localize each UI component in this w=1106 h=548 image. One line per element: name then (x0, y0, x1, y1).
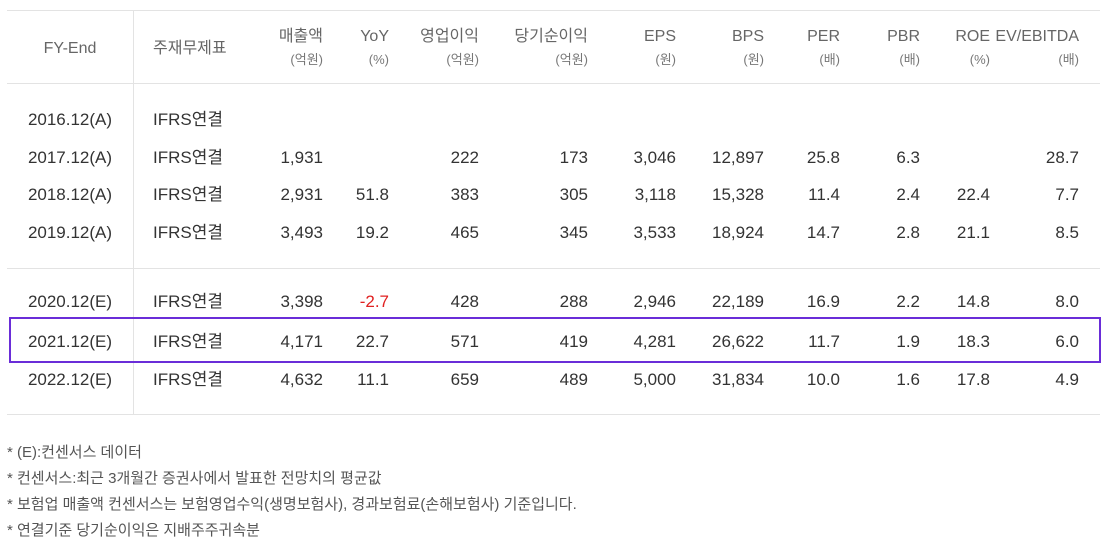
cell-ev-ebitda: 4.9 (1055, 370, 1079, 389)
cell-net-income: 288 (559, 292, 588, 311)
cell-pbr: 2.4 (896, 185, 920, 204)
cell-statement: IFRS연결 (153, 110, 224, 129)
cell-bps: 15,328 (712, 185, 764, 204)
footnotes: * (E):컨센서스 데이터 * 컨센서스:최근 3개월간 증권사에서 발표한 … (7, 440, 577, 544)
cell-statement: IFRS연결 (153, 185, 224, 204)
table-top-border (7, 10, 1100, 11)
header-operating-profit: 영업이익 (억원) (420, 28, 479, 67)
highlight-box-2021 (9, 317, 1101, 363)
cell-ev-ebitda: 28.7 (1045, 148, 1079, 167)
cell-roe: 21.1 (956, 223, 990, 242)
cell-sales: 1,931 (280, 148, 323, 167)
cell-net-income: 489 (559, 370, 588, 389)
cell-per: 11.7 (808, 332, 840, 351)
cell-sales: 2,931 (280, 185, 323, 204)
cell-per: 16.9 (806, 292, 840, 311)
cell-operating-profit: 659 (450, 370, 479, 389)
footnote-3: * 보험업 매출액 컨센서스는 보험영업수익(생명보험사), 경과보험료(손해보… (7, 496, 577, 513)
cell-fy-end: 2017.12(A) (27, 148, 113, 167)
cell-yoy: 22.7 (355, 332, 389, 351)
cell-eps: 2,946 (633, 292, 676, 311)
cell-net-income: 305 (559, 185, 588, 204)
cell-pbr: 1.6 (896, 370, 920, 389)
header-sales: 매출액 (억원) (278, 28, 323, 67)
footnote-2: * 컨센서스:최근 3개월간 증권사에서 발표한 전망치의 평균값 (7, 470, 382, 487)
cell-bps: 22,189 (712, 292, 764, 311)
cell-per: 14.7 (806, 223, 840, 242)
cell-per: 10.0 (806, 370, 840, 389)
header-bps: BPS (원) (731, 28, 764, 67)
cell-operating-profit: 571 (450, 332, 479, 351)
cell-net-income: 173 (559, 148, 588, 167)
cell-yoy: 19.2 (355, 223, 389, 242)
footnote-1: * (E):컨센서스 데이터 (7, 444, 142, 461)
header-divider (7, 83, 1100, 84)
cell-statement: IFRS연결 (153, 292, 224, 311)
table-bottom-border (7, 414, 1100, 415)
cell-yoy: 11.1 (357, 370, 389, 389)
cell-roe: 18.3 (956, 332, 990, 351)
cell-pbr: 2.2 (896, 292, 920, 311)
cell-ev-ebitda: 8.0 (1055, 292, 1079, 311)
cell-sales: 4,171 (280, 332, 323, 351)
cell-pbr: 1.9 (896, 332, 920, 351)
header-yoy: YoY (%) (360, 28, 389, 67)
cell-sales: 3,493 (280, 223, 323, 242)
cell-fy-end: 2018.12(A) (27, 185, 113, 204)
cell-fy-end: 2020.12(E) (27, 292, 113, 311)
header-per: PER (배) (807, 28, 840, 67)
cell-operating-profit: 465 (450, 223, 479, 242)
cell-ev-ebitda: 7.7 (1055, 185, 1079, 204)
cell-ev-ebitda: 6.0 (1055, 332, 1079, 351)
header-fy-end: FY-End (43, 40, 97, 57)
cell-operating-profit: 222 (450, 148, 479, 167)
footnote-4: * 연결기준 당기순이익은 지배주주귀속분 (7, 522, 260, 539)
group-divider (7, 268, 1100, 269)
column-divider (133, 10, 134, 415)
header-net-income: 당기순이익 (억원) (514, 28, 588, 67)
cell-statement: IFRS연결 (153, 148, 224, 167)
cell-net-income: 345 (559, 223, 588, 242)
cell-per: 25.8 (806, 148, 840, 167)
header-roe: ROE (%) (955, 28, 990, 67)
cell-statement: IFRS연결 (153, 223, 224, 242)
header-pbr: PBR (배) (887, 28, 920, 67)
cell-operating-profit: 383 (450, 185, 479, 204)
cell-roe: 22.4 (956, 185, 990, 204)
cell-roe: 17.8 (956, 370, 990, 389)
cell-yoy: 51.8 (355, 185, 389, 204)
cell-bps: 26,622 (712, 332, 764, 351)
financial-summary-table: FY-End 주재무제표 매출액 (억원) YoY (%) 영업이익 (억원) 당기순… (7, 10, 1100, 415)
cell-fy-end: 2022.12(E) (27, 370, 113, 389)
cell-statement: IFRS연결 (153, 370, 224, 389)
cell-pbr: 2.8 (896, 223, 920, 242)
cell-ev-ebitda: 8.5 (1055, 223, 1079, 242)
cell-sales: 4,632 (280, 370, 323, 389)
cell-per: 11.4 (808, 185, 840, 204)
cell-sales: 3,398 (280, 292, 323, 311)
header-statement: 주재무제표 (153, 40, 227, 57)
cell-statement: IFRS연결 (153, 332, 224, 351)
header-ev-ebitda: EV/EBITDA (배) (995, 28, 1079, 67)
header-eps: EPS (원) (643, 28, 676, 67)
cell-eps: 4,281 (633, 332, 676, 351)
cell-pbr: 6.3 (896, 148, 920, 167)
cell-yoy: -2.7 (359, 292, 389, 311)
cell-roe: 14.8 (956, 292, 990, 311)
cell-fy-end: 2019.12(A) (27, 223, 113, 242)
cell-bps: 12,897 (712, 148, 764, 167)
cell-operating-profit: 428 (450, 292, 479, 311)
cell-fy-end: 2021.12(E) (27, 332, 113, 351)
cell-eps: 3,533 (633, 223, 676, 242)
cell-net-income: 419 (559, 332, 588, 351)
cell-fy-end: 2016.12(A) (27, 110, 113, 129)
cell-eps: 3,046 (633, 148, 676, 167)
cell-eps: 5,000 (633, 370, 676, 389)
cell-bps: 31,834 (712, 370, 764, 389)
cell-bps: 18,924 (712, 223, 764, 242)
cell-eps: 3,118 (634, 185, 676, 204)
